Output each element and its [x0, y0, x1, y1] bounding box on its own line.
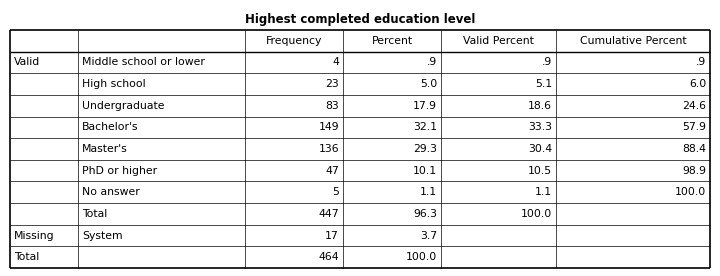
Text: High school: High school	[82, 79, 146, 89]
Text: Missing: Missing	[14, 230, 55, 241]
Text: No answer: No answer	[82, 187, 140, 197]
Text: 83: 83	[325, 101, 339, 111]
Text: 17: 17	[325, 230, 339, 241]
Text: 1.1: 1.1	[535, 187, 552, 197]
Text: 100.0: 100.0	[675, 187, 706, 197]
Text: Valid: Valid	[14, 57, 40, 67]
Text: Middle school or lower: Middle school or lower	[82, 57, 205, 67]
Text: .9: .9	[427, 57, 437, 67]
Text: Master's: Master's	[82, 144, 128, 154]
Text: 4: 4	[332, 57, 339, 67]
Text: 136: 136	[318, 144, 339, 154]
Text: 29.3: 29.3	[413, 144, 437, 154]
Text: 88.4: 88.4	[682, 144, 706, 154]
Text: 10.1: 10.1	[413, 166, 437, 176]
Text: .9: .9	[696, 57, 706, 67]
Text: 100.0: 100.0	[521, 209, 552, 219]
Text: 23: 23	[325, 79, 339, 89]
Text: 18.6: 18.6	[528, 101, 552, 111]
Text: Cumulative Percent: Cumulative Percent	[580, 36, 686, 46]
Text: System: System	[82, 230, 123, 241]
Text: 10.5: 10.5	[528, 166, 552, 176]
Text: Total: Total	[14, 252, 40, 262]
Text: 5.0: 5.0	[420, 79, 437, 89]
Text: Highest completed education level: Highest completed education level	[245, 12, 475, 25]
Text: Bachelor's: Bachelor's	[82, 122, 139, 132]
Text: 149: 149	[318, 122, 339, 132]
Text: 1.1: 1.1	[420, 187, 437, 197]
Text: 47: 47	[325, 166, 339, 176]
Text: Undergraduate: Undergraduate	[82, 101, 165, 111]
Text: 447: 447	[318, 209, 339, 219]
Text: 17.9: 17.9	[413, 101, 437, 111]
Text: 3.7: 3.7	[420, 230, 437, 241]
Text: 96.3: 96.3	[413, 209, 437, 219]
Text: Total: Total	[82, 209, 107, 219]
Text: Valid Percent: Valid Percent	[463, 36, 534, 46]
Text: 98.9: 98.9	[682, 166, 706, 176]
Text: 5.1: 5.1	[535, 79, 552, 89]
Text: Frequency: Frequency	[266, 36, 322, 46]
Text: PhD or higher: PhD or higher	[82, 166, 158, 176]
Text: 5: 5	[332, 187, 339, 197]
Text: Percent: Percent	[372, 36, 413, 46]
Text: .9: .9	[541, 57, 552, 67]
Text: 30.4: 30.4	[528, 144, 552, 154]
Text: 24.6: 24.6	[682, 101, 706, 111]
Text: 6.0: 6.0	[689, 79, 706, 89]
Text: 100.0: 100.0	[406, 252, 437, 262]
Text: 464: 464	[318, 252, 339, 262]
Text: 32.1: 32.1	[413, 122, 437, 132]
Text: 57.9: 57.9	[682, 122, 706, 132]
Text: 33.3: 33.3	[528, 122, 552, 132]
